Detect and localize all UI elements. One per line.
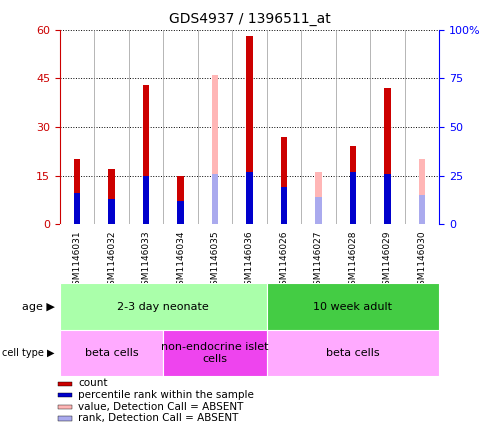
Text: value, Detection Call = ABSENT: value, Detection Call = ABSENT [78,402,244,412]
Bar [58,393,72,398]
Text: GSM1146034: GSM1146034 [176,230,185,291]
Text: GSM1146032: GSM1146032 [107,230,116,291]
Bar [108,199,115,224]
Text: GSM1146028: GSM1146028 [348,230,357,291]
Text: beta cells: beta cells [326,348,380,358]
Bar [143,85,149,224]
Bar [247,36,252,224]
Text: 10 week adult: 10 week adult [313,302,392,312]
Text: GSM1146033: GSM1146033 [142,230,151,291]
Bar [58,382,72,386]
Bar [178,201,184,224]
Text: rank, Detection Call = ABSENT: rank, Detection Call = ABSENT [78,413,239,423]
Text: GSM1146030: GSM1146030 [417,230,426,291]
Bar [247,172,252,224]
Bar [384,173,391,224]
Bar [384,88,391,224]
Bar [419,195,425,224]
Bar [212,75,218,224]
Bar [178,176,184,224]
Bar [350,146,356,224]
Bar [350,172,356,224]
Bar [60,330,163,376]
Text: non-endocrine islet
cells: non-endocrine islet cells [161,342,269,364]
Text: GSM1146026: GSM1146026 [279,230,288,291]
Text: GSM1146029: GSM1146029 [383,230,392,291]
Bar [315,172,321,224]
Bar [281,137,287,224]
Text: GSM1146027: GSM1146027 [314,230,323,291]
Bar [58,405,72,409]
Bar [419,159,425,224]
Text: cell type ▶: cell type ▶ [2,348,55,358]
Bar [315,197,321,224]
Bar [60,283,267,330]
Text: beta cells: beta cells [85,348,138,358]
Text: count: count [78,379,108,388]
Bar [267,330,439,376]
Text: GSM1146036: GSM1146036 [245,230,254,291]
Text: age ▶: age ▶ [22,302,55,312]
Text: GSM1146031: GSM1146031 [73,230,82,291]
Bar [58,417,72,420]
Bar [212,173,218,224]
Bar [143,176,149,224]
Bar [281,187,287,224]
Bar [74,159,80,224]
Text: percentile rank within the sample: percentile rank within the sample [78,390,254,400]
Title: GDS4937 / 1396511_at: GDS4937 / 1396511_at [169,12,330,26]
Bar [108,169,115,224]
Bar [74,193,80,224]
Bar [163,330,267,376]
Text: GSM1146035: GSM1146035 [211,230,220,291]
Bar [267,283,439,330]
Text: 2-3 day neonate: 2-3 day neonate [117,302,209,312]
